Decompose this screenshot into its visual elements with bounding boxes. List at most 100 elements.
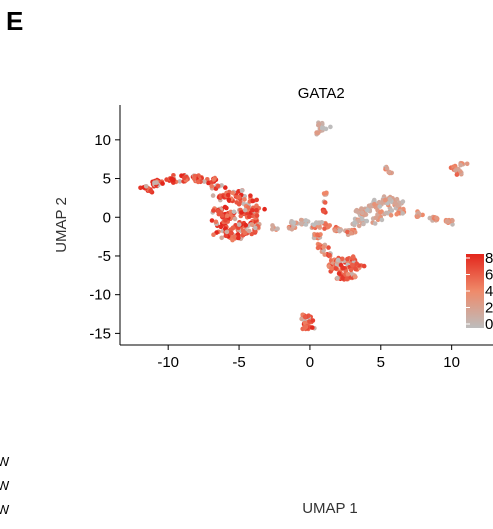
scatter-point xyxy=(236,194,242,200)
left-edge-text: W xyxy=(0,502,10,517)
scatter-point xyxy=(171,177,176,183)
scatter-point xyxy=(316,122,321,128)
scatter-point xyxy=(299,316,304,322)
scatter-point xyxy=(317,244,322,250)
scatter-point xyxy=(298,217,304,223)
scatter-point xyxy=(372,221,378,226)
scatter-point xyxy=(253,229,258,234)
scatter-point xyxy=(348,267,354,273)
scatter-point xyxy=(376,199,382,205)
scatter-point xyxy=(223,233,229,238)
scatter-point xyxy=(143,184,149,189)
scatter-point xyxy=(383,197,388,203)
scatter-point xyxy=(247,214,252,219)
scatter-point xyxy=(219,183,224,188)
scatter-point xyxy=(310,318,316,323)
scatter-point xyxy=(364,218,370,224)
scatter-point xyxy=(254,197,259,203)
colorbar-label: 4 xyxy=(485,283,493,300)
colorbar-label: 0 xyxy=(485,316,493,333)
scatter-point xyxy=(464,161,470,167)
scatter-point xyxy=(228,231,233,236)
scatter-point xyxy=(332,228,338,233)
scatter-point xyxy=(242,197,247,202)
scatter-point xyxy=(335,275,340,281)
scatter-point xyxy=(211,232,216,237)
scatter-point xyxy=(236,201,242,207)
y-tick-label: 5 xyxy=(103,171,111,188)
scatter-point xyxy=(250,208,255,213)
scatter-point xyxy=(231,209,237,215)
y-tick-label: -10 xyxy=(89,287,111,304)
scatter-point xyxy=(322,252,328,257)
scatter-point xyxy=(340,265,346,271)
panel-label: E xyxy=(6,6,23,36)
colorbar xyxy=(466,254,484,328)
scatter-point xyxy=(355,218,361,223)
scatter-point xyxy=(321,191,327,196)
scatter-point xyxy=(415,214,421,219)
scatter-point xyxy=(239,210,244,215)
scatter-point xyxy=(182,175,187,180)
scatter-point xyxy=(160,181,165,186)
scatter-point xyxy=(345,229,350,235)
scatter-point xyxy=(302,320,308,326)
scatter-point xyxy=(359,206,364,211)
scatter-point xyxy=(373,215,379,221)
y-axis-label: UMAP 2 xyxy=(53,197,70,253)
scatter-point xyxy=(450,222,455,227)
scatter-point xyxy=(270,227,275,232)
scatter-point xyxy=(302,314,308,320)
scatter-point xyxy=(350,254,356,259)
left-edge-text: W xyxy=(0,454,10,469)
x-tick-label: -10 xyxy=(157,354,179,371)
scatter-point xyxy=(213,219,219,225)
scatter-point xyxy=(359,216,365,222)
scatter-point xyxy=(254,213,260,218)
scatter-point xyxy=(209,183,214,189)
scatter-point xyxy=(303,222,309,227)
y-tick-label: 0 xyxy=(103,209,111,226)
scatter-point xyxy=(340,256,345,262)
scatter-point xyxy=(148,188,153,194)
scatter-point xyxy=(361,221,366,227)
scatter-point xyxy=(246,228,252,234)
scatter-point xyxy=(322,226,327,231)
scatter-point xyxy=(327,252,332,258)
colorbar-label: 6 xyxy=(485,267,493,284)
scatter-point xyxy=(353,208,359,214)
y-tick-label: 10 xyxy=(94,132,111,149)
scatter-point xyxy=(215,183,221,189)
scatter-point xyxy=(352,220,357,225)
scatter-point xyxy=(345,256,350,262)
scatter-point xyxy=(356,223,362,229)
colorbar-label: 8 xyxy=(485,250,493,267)
scatter-point xyxy=(372,197,377,203)
scatter-point xyxy=(242,230,248,236)
scatter-point xyxy=(379,217,385,223)
scatter-point xyxy=(337,228,342,234)
scatter-point xyxy=(303,324,309,330)
scatter-point xyxy=(392,201,398,206)
scatter-point xyxy=(326,245,331,250)
scatter-point xyxy=(262,206,267,212)
scatter-point xyxy=(400,211,406,216)
scatter-point xyxy=(210,193,216,198)
axes xyxy=(115,105,493,350)
scatter-point xyxy=(354,261,360,266)
tick-labels: -10 -5 0 5 10 -15 -10 -5 0 5 10 xyxy=(89,132,460,371)
scatter-point xyxy=(434,215,439,221)
x-tick-label: 0 xyxy=(306,354,314,371)
x-axis-label: UMAP 1 xyxy=(302,500,358,517)
scatter-point xyxy=(336,271,342,276)
scatter-point xyxy=(352,274,358,280)
scatter-point xyxy=(313,220,319,226)
scatter-point xyxy=(211,177,217,182)
scatter-point xyxy=(365,207,370,213)
scatter-point xyxy=(360,210,365,216)
scatter-point xyxy=(211,208,216,213)
scatter-point xyxy=(315,232,320,237)
scatter-point xyxy=(224,229,230,235)
